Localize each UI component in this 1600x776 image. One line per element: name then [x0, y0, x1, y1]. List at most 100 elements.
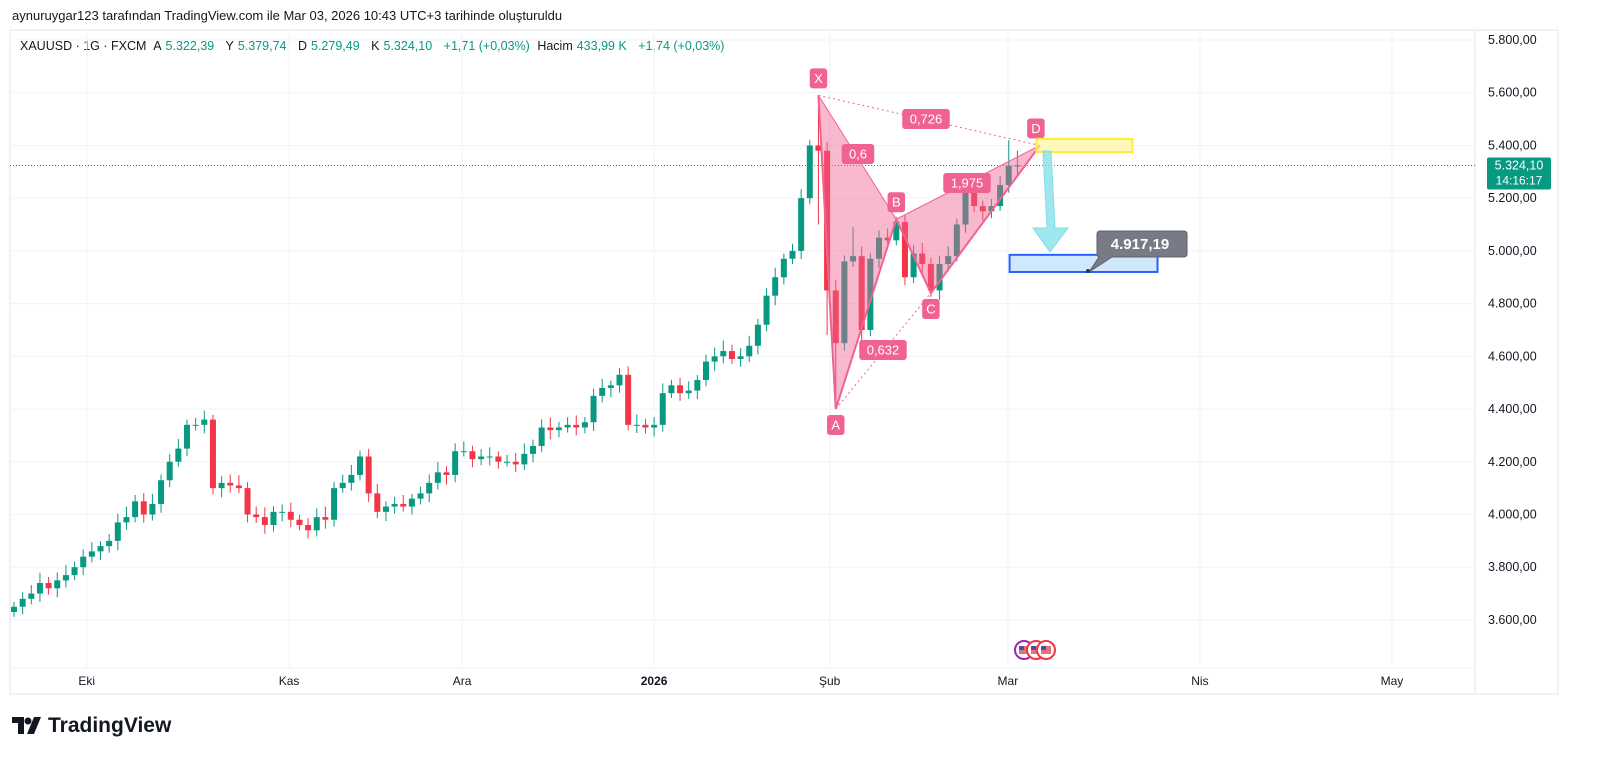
last-price-value: 5.324,10 — [1495, 158, 1544, 172]
candle-body — [339, 482, 346, 489]
candle — [80, 549, 87, 576]
candle — [521, 443, 528, 470]
candle-body — [659, 393, 666, 425]
candle — [253, 506, 260, 523]
candle — [149, 493, 156, 521]
price-tick-label: 3.600,00 — [1488, 613, 1537, 627]
candle — [772, 267, 779, 306]
candle-body — [720, 351, 727, 357]
candle — [209, 414, 216, 495]
candle — [469, 445, 476, 468]
candle-body — [521, 453, 528, 465]
price-tick-label: 5.600,00 — [1488, 86, 1537, 100]
target-callout — [1088, 230, 1188, 273]
candle-body — [443, 472, 450, 475]
candle-body — [62, 575, 69, 581]
candle-body — [469, 451, 476, 460]
candle — [780, 253, 787, 285]
candle-body — [780, 258, 787, 278]
price-tick-label: 5.400,00 — [1488, 138, 1537, 152]
candle-body — [348, 474, 355, 483]
ratio-label-xb-bg — [841, 144, 875, 164]
candle-body — [876, 237, 882, 259]
price-tick-label: 3.800,00 — [1488, 560, 1537, 574]
ratio-label-xb: 0,6 — [849, 147, 867, 162]
candle-body — [486, 456, 493, 458]
candle-body — [798, 198, 805, 251]
candle-body — [287, 511, 294, 520]
candle-body — [538, 427, 545, 446]
us-flag-canton — [1041, 646, 1046, 650]
candle-body — [313, 517, 320, 531]
candle-body — [279, 511, 286, 513]
candle-body — [452, 451, 459, 475]
close-label: K — [371, 39, 380, 53]
candle — [322, 506, 329, 529]
candle — [54, 572, 61, 598]
candle-body — [694, 380, 701, 391]
candle-body — [11, 606, 17, 613]
candle — [201, 410, 208, 434]
ratio-label-bd-bg — [943, 173, 991, 193]
candle — [184, 419, 190, 457]
point-label-c-bg — [922, 299, 940, 320]
symbol-label[interactable]: XAUUSD · 1G · FXCM — [20, 39, 147, 53]
candle-body — [979, 206, 986, 212]
candle-body — [495, 456, 502, 462]
bar-countdown: 14:16:17 — [1496, 173, 1543, 187]
tradingview-logo[interactable]: TradingView — [12, 714, 171, 738]
point-label-a-bg — [827, 415, 845, 436]
candle — [408, 493, 415, 515]
candle-body — [754, 324, 761, 346]
change-value: +1,71 (+0,03%) — [443, 39, 530, 53]
candle — [668, 379, 675, 398]
candle-body — [832, 290, 839, 344]
candle — [607, 380, 614, 398]
candle-body — [815, 145, 822, 151]
candle-body — [746, 345, 753, 357]
candle — [555, 421, 562, 438]
candle-body — [460, 451, 467, 453]
price-tick-label: 4.000,00 — [1488, 507, 1537, 521]
open-value: 5.322,39 — [165, 39, 215, 53]
candle-body — [331, 488, 338, 520]
candle — [460, 441, 467, 457]
candle-body — [927, 264, 934, 291]
point-label-d-bg — [1027, 118, 1045, 139]
point-label-c: C — [926, 302, 935, 317]
candle — [599, 378, 606, 403]
candle-body — [296, 519, 303, 526]
candle — [45, 576, 52, 595]
time-tick-label: Mar — [998, 674, 1019, 688]
candle-body — [235, 485, 242, 489]
candle-body — [763, 295, 770, 325]
candle-body — [945, 256, 952, 265]
ratio-label-bd: 1,975 — [951, 176, 984, 191]
candle-body — [400, 503, 407, 507]
candle — [936, 255, 943, 300]
candle-body — [581, 422, 588, 428]
candle — [711, 347, 718, 371]
candle-body — [184, 424, 190, 449]
candle-body — [357, 456, 363, 475]
entry-zone — [1035, 137, 1134, 154]
candle-body — [824, 150, 831, 291]
candle — [927, 257, 934, 298]
candle — [694, 375, 701, 400]
pattern-bcd-fill — [896, 145, 1040, 294]
candle-body — [789, 250, 796, 259]
candle-body — [88, 551, 95, 557]
candle-body — [504, 461, 511, 463]
point-label-x: X — [814, 71, 823, 86]
price-tick-label: 4.200,00 — [1488, 455, 1537, 469]
candle-body — [953, 224, 960, 257]
candle-body — [45, 583, 52, 589]
candle — [296, 514, 303, 531]
candle — [728, 344, 735, 364]
candle-body — [253, 514, 260, 518]
candle — [218, 476, 225, 498]
candle — [633, 414, 640, 434]
candle-body — [374, 493, 381, 512]
